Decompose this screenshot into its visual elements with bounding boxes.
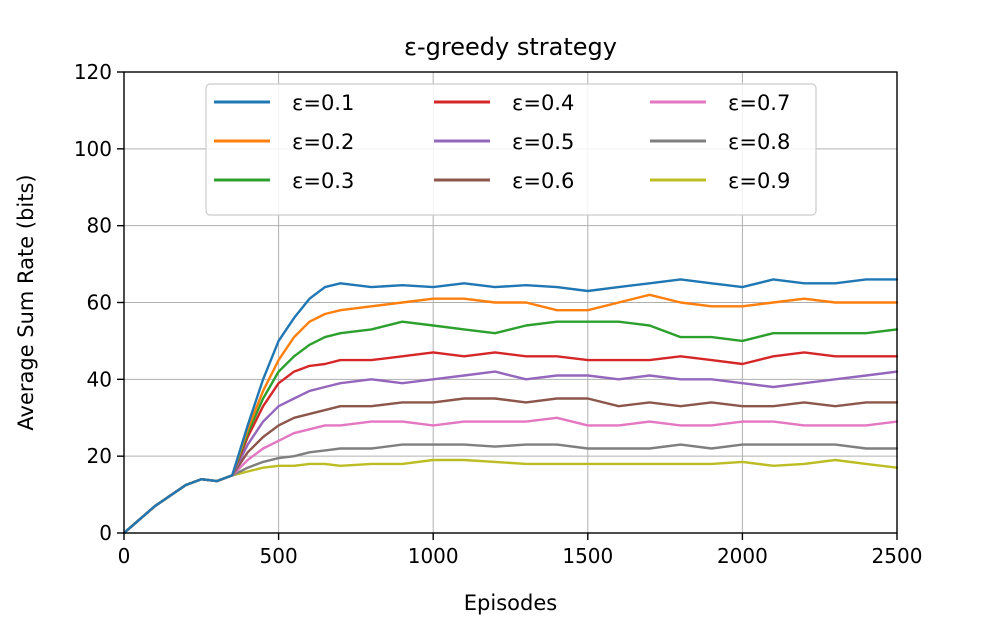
x-axis-title: Episodes: [464, 591, 557, 615]
legend-label-2: ε=0.3: [292, 169, 354, 193]
legend: ε=0.1 ε=0.2 ε=0.3 ε=0.4 ε=0.5 ε=0.6 ε=0.7 ε=0.8…: [205, 83, 817, 216]
legend-label-0: ε=0.1: [292, 91, 354, 115]
y-tick-label: 0: [99, 521, 112, 545]
legend-label-8: ε=0.9: [728, 169, 790, 193]
legend-label-7: ε=0.8: [728, 130, 790, 154]
x-tick-label: 2000: [717, 544, 768, 568]
series-line-0: [122, 278, 899, 535]
x-tick-label: 1500: [562, 544, 613, 568]
y-tick-label: 40: [87, 367, 112, 391]
y-tick-label: 100: [74, 137, 112, 161]
legend-label-6: ε=0.7: [728, 91, 790, 115]
legend-box: [205, 83, 817, 216]
chart-title: ε-greedy strategy: [404, 33, 617, 61]
legend-label-3: ε=0.4: [512, 91, 574, 115]
legend-label-4: ε=0.5: [512, 130, 574, 154]
series-line-6: [122, 416, 899, 535]
y-axis-title: Average Sum Rate (bits): [14, 174, 38, 430]
x-tick-label: 500: [260, 544, 298, 568]
axis-ticks: 0 500 1000 1500 2000 2500 0 20 40 60 80 100 120: [74, 60, 923, 568]
x-tick-label: 1000: [408, 544, 459, 568]
legend-label-5: ε=0.6: [512, 169, 574, 193]
y-tick-label: 80: [87, 214, 112, 238]
y-tick-label: 60: [87, 291, 112, 315]
x-tick-label: 0: [118, 544, 131, 568]
series-lines: [122, 278, 899, 535]
legend-label-1: ε=0.2: [292, 130, 354, 154]
x-tick-label: 2500: [872, 544, 923, 568]
y-tick-label: 120: [74, 60, 112, 84]
y-tick-label: 20: [87, 444, 112, 468]
